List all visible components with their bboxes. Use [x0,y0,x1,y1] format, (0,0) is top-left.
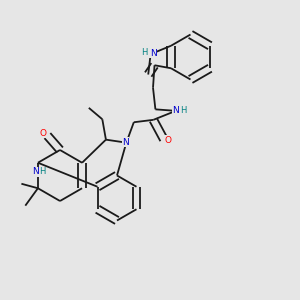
Text: H: H [40,167,46,176]
Text: H: H [141,48,148,57]
Text: N: N [122,138,129,147]
Text: H: H [180,106,187,115]
Text: N: N [172,106,179,115]
Text: O: O [164,136,172,145]
Text: N: N [32,167,39,176]
Text: O: O [40,129,47,138]
Text: N: N [150,49,157,58]
